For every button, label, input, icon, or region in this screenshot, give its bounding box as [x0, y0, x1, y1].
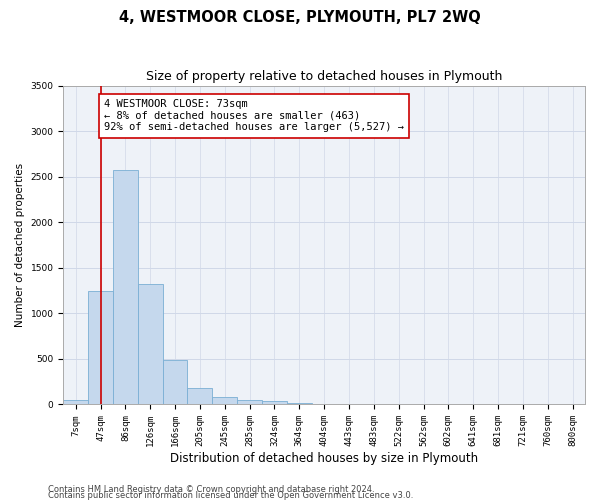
Bar: [262, 402, 287, 404]
Bar: [237, 400, 262, 404]
Bar: [88, 290, 113, 405]
Bar: [187, 388, 212, 404]
Bar: [287, 403, 312, 404]
Title: Size of property relative to detached houses in Plymouth: Size of property relative to detached ho…: [146, 70, 502, 83]
Text: 4 WESTMOOR CLOSE: 73sqm
← 8% of detached houses are smaller (463)
92% of semi-de: 4 WESTMOOR CLOSE: 73sqm ← 8% of detached…: [104, 99, 404, 132]
Bar: [163, 360, 187, 405]
Bar: [138, 284, 163, 405]
Bar: [63, 400, 88, 404]
Bar: [113, 170, 138, 404]
X-axis label: Distribution of detached houses by size in Plymouth: Distribution of detached houses by size …: [170, 452, 478, 465]
Y-axis label: Number of detached properties: Number of detached properties: [15, 163, 25, 327]
Bar: [212, 397, 237, 404]
Text: Contains HM Land Registry data © Crown copyright and database right 2024.: Contains HM Land Registry data © Crown c…: [48, 484, 374, 494]
Text: Contains public sector information licensed under the Open Government Licence v3: Contains public sector information licen…: [48, 490, 413, 500]
Text: 4, WESTMOOR CLOSE, PLYMOUTH, PL7 2WQ: 4, WESTMOOR CLOSE, PLYMOUTH, PL7 2WQ: [119, 10, 481, 25]
